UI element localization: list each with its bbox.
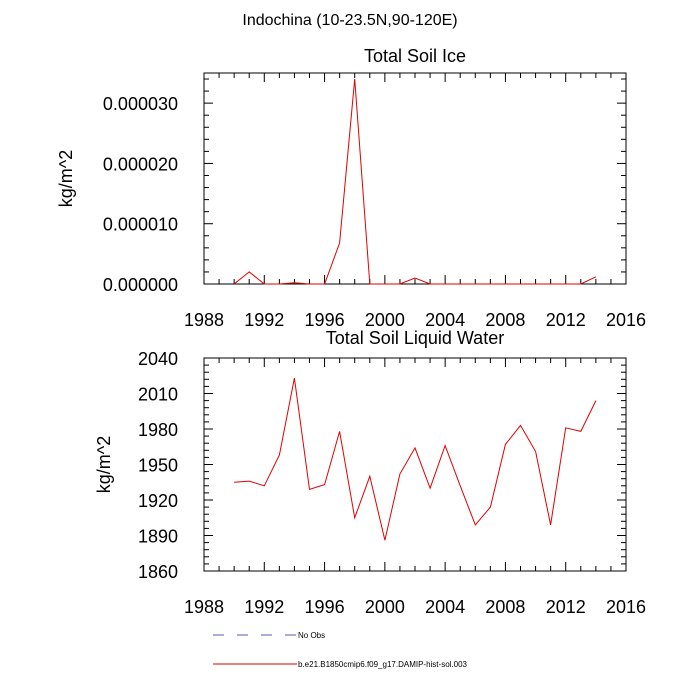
y-tick-label: 0.000020: [103, 154, 178, 174]
data-point: [594, 399, 597, 402]
data-point: [368, 282, 371, 285]
legend: No Obs b.e21.B1850cmip6.f09_g17.DAMIP-hi…: [213, 631, 468, 669]
x-tick-label: 1996: [305, 310, 345, 330]
data-point: [534, 450, 537, 453]
x-tick-label: 2000: [365, 597, 405, 617]
x-tick-label: 2000: [365, 310, 405, 330]
panel-2: Total Soil Liquid Water 1988 1992 1996 2000 2…: [94, 328, 646, 617]
plot-frame: [203, 357, 627, 572]
data-point: [534, 282, 537, 285]
legend-label-model: b.e21.B1850cmip6.f09_g17.DAMIP-hist-sol.…: [298, 660, 468, 669]
data-point: [444, 444, 447, 447]
data-point: [353, 516, 356, 519]
data-point: [383, 539, 386, 542]
x-tick-label: 1988: [184, 597, 224, 617]
data-point: [338, 430, 341, 433]
y-tick-label: 0.000000: [103, 275, 178, 295]
x-tick-label: 2008: [485, 310, 525, 330]
y-tick-label: 0.000010: [103, 215, 178, 235]
data-point: [398, 282, 401, 285]
data-point: [233, 481, 236, 484]
x-tick-label: 1988: [184, 310, 224, 330]
x-tick-label: 2004: [425, 597, 465, 617]
plot-title: Total Soil Ice: [364, 46, 466, 66]
x-tick-label: 1996: [305, 597, 345, 617]
data-point: [579, 430, 582, 433]
data-point: [564, 282, 567, 285]
data-point: [459, 484, 462, 487]
x-tick-label: 2008: [485, 597, 525, 617]
data-point: [474, 282, 477, 285]
data-point: [323, 282, 326, 285]
data-point: [383, 282, 386, 285]
series-line: [234, 378, 597, 541]
data-point: [489, 506, 492, 509]
data-point: [428, 282, 431, 285]
panel-1: Total Soil Ice 1988 1992 1996 2000 2004 2008 20…: [56, 46, 646, 330]
x-tick-label: 2012: [546, 597, 586, 617]
y-tick-label: 1890: [138, 527, 178, 547]
plot-frame: [203, 72, 627, 285]
data-point: [293, 281, 296, 284]
data-point: [233, 282, 236, 285]
figure-title: Indochina (10-23.5N,90-120E): [242, 12, 457, 29]
y-axis-label: kg/m^2: [56, 150, 76, 207]
y-tick-label: 0.000030: [103, 94, 178, 114]
y-tick-label: 1950: [138, 456, 178, 476]
series-line: [233, 78, 597, 285]
y-tick-label: 1920: [138, 491, 178, 511]
data-point: [293, 377, 296, 380]
data-point: [398, 472, 401, 475]
x-tick-label: 2016: [606, 310, 646, 330]
data-point: [549, 523, 552, 526]
data-point: [413, 276, 416, 279]
data-point: [248, 479, 251, 482]
x-tick-label: 2016: [606, 597, 646, 617]
data-point: [368, 475, 371, 478]
data-point: [594, 275, 597, 278]
data-point: [504, 443, 507, 446]
x-tick-label: 1992: [244, 597, 284, 617]
data-point: [579, 282, 582, 285]
x-tick-label: 2004: [425, 310, 465, 330]
data-point: [504, 282, 507, 285]
data-point: [278, 282, 281, 285]
data-point: [338, 241, 341, 244]
y-tick-label: 2040: [138, 349, 178, 369]
data-point: [323, 483, 326, 486]
data-point: [263, 282, 266, 285]
data-point: [248, 270, 251, 273]
data-point: [308, 488, 311, 491]
y-tick-label: 1860: [138, 562, 178, 582]
y-tick-label: 2010: [138, 385, 178, 405]
data-point: [413, 446, 416, 449]
data-point: [459, 282, 462, 285]
data-point: [444, 282, 447, 285]
legend-label-no-obs: No Obs: [298, 631, 325, 640]
data-point: [278, 453, 281, 456]
data-point: [549, 282, 552, 285]
data-point: [428, 487, 431, 490]
y-axis-label: kg/m^2: [94, 436, 114, 493]
data-point: [308, 282, 311, 285]
x-tick-label: 1992: [244, 310, 284, 330]
data-point: [564, 426, 567, 429]
data-point: [263, 484, 266, 487]
x-tick-label: 2012: [546, 310, 586, 330]
y-tick-label: 1980: [138, 420, 178, 440]
data-point: [474, 523, 477, 526]
data-point: [353, 77, 356, 80]
data-point: [519, 282, 522, 285]
plot-title: Total Soil Liquid Water: [326, 328, 504, 348]
data-point: [519, 424, 522, 427]
data-point: [489, 282, 492, 285]
